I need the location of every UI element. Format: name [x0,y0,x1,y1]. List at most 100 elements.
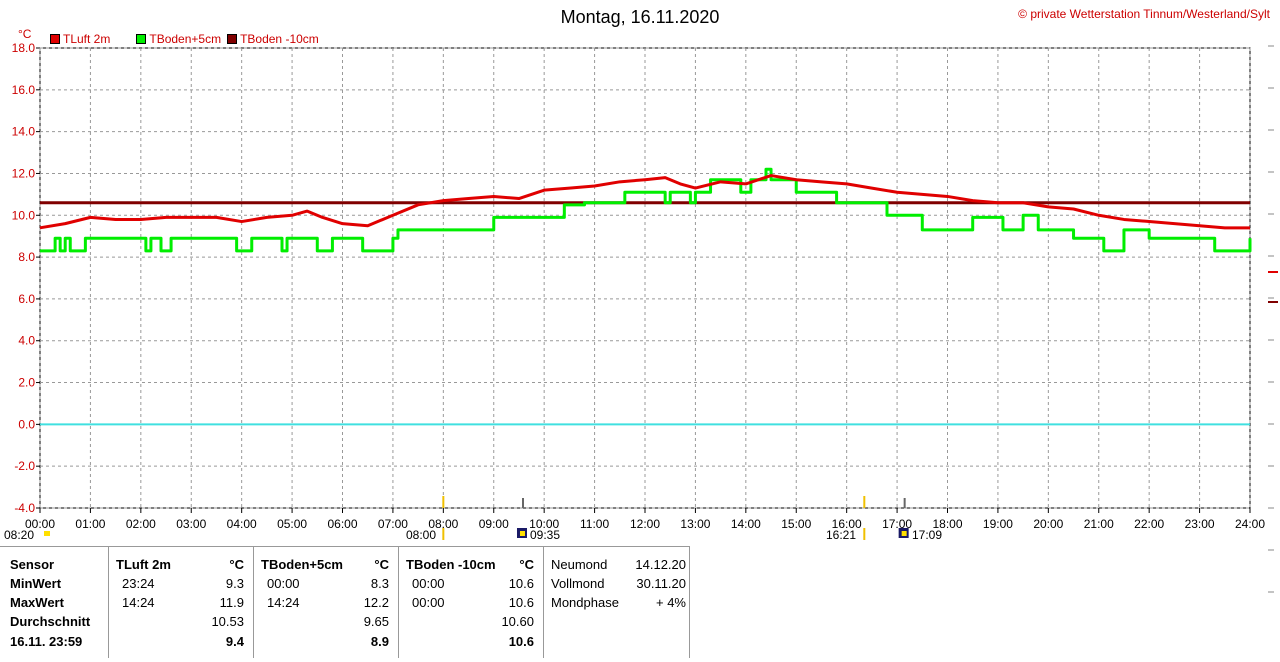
x-tick-label: 11:00 [580,517,609,531]
x-tick-label: 14:00 [731,517,761,531]
stats-divider [108,546,109,658]
y-tick-label: 0.0 [18,417,35,431]
stats-tboden5-column: TBoden+5cm °C 00:00 8.3 14:24 12.2 9.65 … [261,548,389,658]
stats-divider [253,546,254,658]
stats-unit-tluft: °C [229,557,244,572]
y-tick-label: 8.0 [18,250,35,264]
stats-tboden10-column: TBoden -10cm °C 00:00 10.6 00:00 10.6 10… [406,548,534,658]
x-tick-label: 02:00 [126,517,156,531]
stats-tboden5-avg: 9.65 [363,614,389,629]
legend-swatch-tboden5 [136,34,147,44]
stats-tboden10-min-time: 00:00 [412,576,445,591]
stats-label-min: MinWert [10,576,62,591]
y-tick-label: 14.0 [12,125,36,139]
x-tick-label: 10:00 [529,517,559,531]
stats-divider [543,546,544,658]
stats-tboden10-max-time: 00:00 [412,595,445,610]
x-tick-label: 21:00 [1084,517,1114,531]
series-line-tluft [39,174,1250,230]
stats-label-max: MaxWert [10,595,64,610]
moon-phase-label: Mondphase [551,595,619,610]
series-line-tboden5 [40,167,1252,253]
x-tick-label: 00:00 [25,517,55,531]
legend-label-tboden5: TBoden+5cm [149,32,222,46]
moon-neumond-date: 14.12.20 [635,557,686,572]
stats-tboden5-last: 8.9 [370,634,389,649]
moonset-time: 17:09 [912,528,943,542]
x-tick-label: 16:00 [832,517,862,531]
y-tick-label: 18.0 [12,41,36,55]
legend-item-tboden5: TBoden+5cm [136,32,221,46]
stats-tluft-max-time: 14:24 [122,595,155,610]
sunrise-time: 08:20 [4,528,35,542]
y-tick-label: 16.0 [12,83,36,97]
x-tick-label: 19:00 [983,517,1013,531]
legend-swatch-tboden10 [227,34,238,44]
y-tick-label: 10.0 [12,208,36,222]
stats-unit-tboden5: °C [374,557,389,572]
stats-moon-column: Neumond 14.12.20 Vollmond 30.11.20 Mondp… [551,548,686,658]
moonrise-time: 09:35 [530,528,561,542]
stats-top-divider [0,546,690,547]
stats-tboden10-max: 10.6 [508,595,534,610]
stats-tboden5-min: 8.3 [370,576,389,591]
x-tick-label: 07:00 [378,517,408,531]
legend: TLuft 2m TBoden+5cm TBoden -10cm [50,32,325,46]
stats-header-tboden10: TBoden -10cm [406,557,496,572]
y-tick-label: -4.0 [14,501,35,515]
x-tick-label: 22:00 [1134,517,1164,531]
stats-tboden5-max-time: 14:24 [267,595,300,610]
stats-tluft-last: 9.4 [225,634,244,649]
stats-tluft-max: 11.9 [219,595,244,610]
stats-tboden5-max: 12.2 [363,595,389,610]
legend-label-tboden10: TBoden -10cm [240,32,319,46]
stats-header-sensor: Sensor [10,557,55,572]
legend-item-tluft: TLuft 2m [50,32,110,46]
stats-sensor-column: Sensor MinWert MaxWert Durchschnitt 16.1… [10,548,110,658]
y-tick-label: 12.0 [12,166,36,180]
stats-tboden5-min-time: 00:00 [267,576,300,591]
sunrise-marker [44,531,50,536]
x-tick-label: 15:00 [781,517,811,531]
x-tick-label: 04:00 [227,517,257,531]
y-tick-label: 2.0 [18,376,35,390]
stats-divider [689,546,690,658]
stats-label-avg: Durchschnitt [10,614,91,629]
x-tick-label: 06:00 [327,517,357,531]
x-tick-label: 23:00 [1185,517,1215,531]
y-tick-label: 4.0 [18,334,35,348]
legend-item-tboden10: TBoden -10cm [227,32,319,46]
x-tick-label: 20:00 [1033,517,1063,531]
stats-tboden10-min: 10.6 [508,576,534,591]
x-tick-label: 01:00 [75,517,105,531]
x-tick-label: 13:00 [680,517,710,531]
x-tick-label: 05:00 [277,517,307,531]
moonrise-marker-inner [519,531,525,536]
stats-tboden10-avg: 10.60 [501,614,534,629]
stats-tluft-min-time: 23:24 [122,576,155,591]
stats-label-last: 16.11. 23:59 [10,634,83,649]
x-tick-label: 03:00 [176,517,206,531]
stats-divider [398,546,399,658]
x-tick-label: 12:00 [630,517,660,531]
chart-title: Montag, 16.11.2020 [560,7,720,27]
moon-vollmond-date: 30.11.20 [636,576,686,591]
y-axis-unit: °C [18,27,32,41]
stats-tluft-column: TLuft 2m °C 23:24 9.3 14:24 11.9 10.53 9… [116,548,244,658]
x-tick-label: 09:00 [479,517,509,531]
stats-tboden10-last: 10.6 [508,634,534,649]
legend-swatch-tluft [50,34,60,44]
moon-phase-value: + 4% [656,595,686,610]
x-tick-label: 08:00 [428,517,458,531]
legend-label-tluft: TLuft 2m [63,32,111,46]
moon-vollmond-label: Vollmond [551,576,605,591]
x-tick-label: 18:00 [932,517,962,531]
y-tick-label: 6.0 [18,292,35,306]
stats-header-tluft: TLuft 2m [116,557,171,572]
stats-unit-tboden10: °C [519,557,534,572]
moonset-marker-inner [901,531,907,536]
sunrise-mark-time: 08:00 [406,528,437,542]
sunset-time: 16:21 [826,528,857,542]
stats-tluft-min: 9.3 [225,576,244,591]
